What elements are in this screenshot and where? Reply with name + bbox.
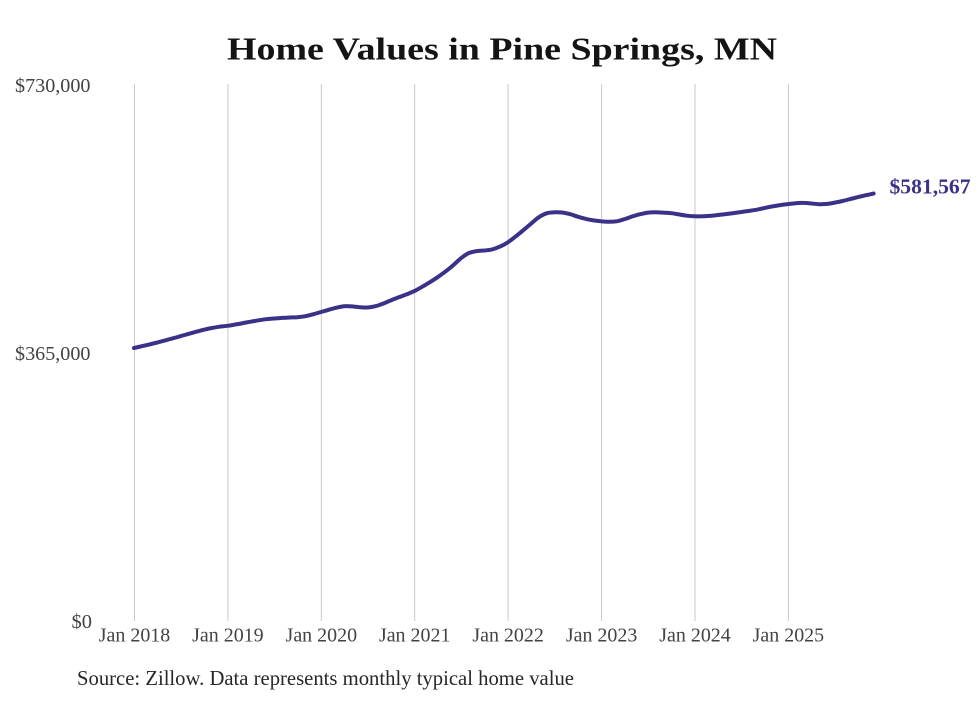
svg-text:Jan 2025: Jan 2025 — [753, 625, 825, 647]
svg-text:$581,567: $581,567 — [890, 175, 971, 199]
svg-text:Jan 2018: Jan 2018 — [99, 625, 171, 647]
svg-text:Home Values in Pine Springs, M: Home Values in Pine Springs, MN — [227, 30, 777, 66]
svg-text:Jan 2019: Jan 2019 — [192, 625, 264, 647]
svg-text:Jan 2023: Jan 2023 — [566, 625, 638, 647]
svg-text:Jan 2020: Jan 2020 — [286, 625, 358, 647]
svg-text:Source: Zillow. Data represent: Source: Zillow. Data represents monthly … — [77, 666, 574, 690]
svg-text:Jan 2022: Jan 2022 — [472, 625, 544, 647]
svg-text:$0: $0 — [72, 611, 93, 633]
svg-text:Jan 2021: Jan 2021 — [379, 625, 451, 647]
svg-text:Jan 2024: Jan 2024 — [659, 625, 731, 647]
svg-text:$730,000: $730,000 — [15, 75, 91, 97]
svg-text:$365,000: $365,000 — [15, 343, 91, 365]
